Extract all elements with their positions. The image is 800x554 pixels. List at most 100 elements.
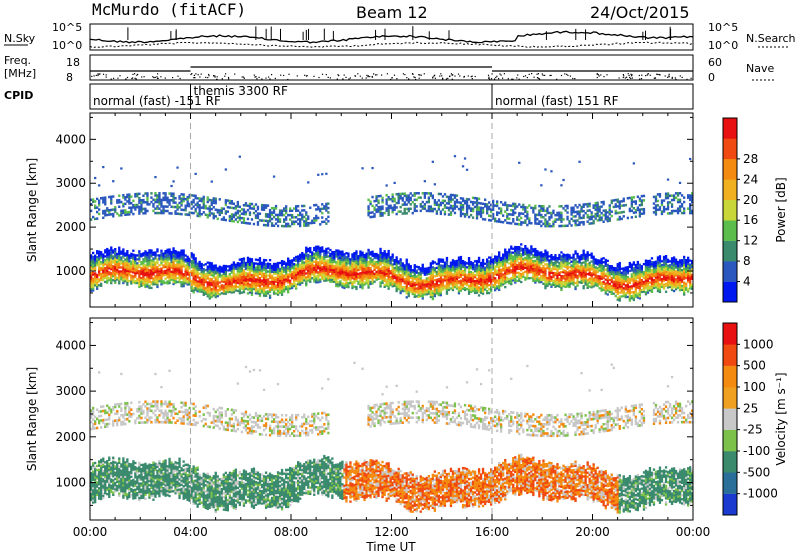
nave-dot (313, 75, 315, 77)
heatmap-cell (540, 253, 543, 256)
heatmap-cell (299, 220, 302, 223)
heatmap-cell (250, 266, 254, 269)
heatmap-cell (381, 254, 384, 257)
heatmap-cell (230, 283, 234, 286)
heatmap-cell (178, 201, 181, 205)
heatmap-cell (506, 212, 509, 216)
heatmap-cell (126, 265, 129, 269)
heatmap-cell (357, 280, 360, 283)
heatmap-cell (136, 266, 139, 269)
heatmap-cell (518, 267, 521, 270)
heatmap-cell (208, 205, 211, 208)
heatmap-cell (226, 199, 230, 202)
heatmap-cell (264, 286, 268, 290)
heatmap-cell (443, 285, 447, 288)
heatmap-cell (538, 259, 541, 262)
heatmap-cell (274, 284, 278, 287)
heatmap-cell (138, 270, 141, 273)
heatmap-cell (449, 265, 453, 268)
heatmap-cell (236, 275, 240, 279)
heatmap-cell (234, 283, 238, 286)
heatmap-cell (504, 278, 507, 281)
heatmap-cell (459, 208, 463, 211)
heatmap-cell (488, 274, 491, 277)
heatmap-cell (492, 285, 495, 289)
heatmap-cell (184, 282, 187, 285)
heatmap-cell (317, 257, 320, 260)
heatmap-cell (411, 288, 414, 292)
heatmap-cell (228, 199, 232, 203)
heatmap-cell (285, 264, 288, 267)
heatmap-cell (266, 215, 270, 218)
heatmap-cell (443, 261, 447, 264)
heatmap-cell (415, 209, 418, 213)
heatmap-cell (441, 280, 445, 283)
heatmap-cell (494, 277, 497, 280)
heatmap-cell (230, 206, 234, 210)
heatmap-cell (465, 280, 469, 283)
heatmap-cell (256, 274, 260, 277)
heatmap-cell (361, 261, 364, 264)
heatmap-cell (477, 268, 481, 271)
heatmap-cell (268, 265, 272, 268)
heatmap-cell (431, 276, 435, 279)
heatmap-cell (148, 276, 151, 280)
heatmap-cell (220, 284, 224, 287)
heatmap-cell (194, 282, 197, 286)
heatmap-cell (449, 211, 453, 214)
heatmap-cell (266, 282, 270, 285)
heatmap-cell (230, 281, 234, 284)
heatmap-cell (433, 183, 437, 186)
heatmap-cell (250, 281, 254, 285)
heatmap-cell (116, 201, 119, 204)
heatmap-cell (192, 277, 195, 280)
heatmap-cell (548, 265, 551, 268)
heatmap-cell (188, 257, 191, 260)
nave-dot (622, 76, 624, 79)
heatmap-cell (216, 281, 219, 284)
heatmap-cell (160, 283, 163, 286)
heatmap-cell (467, 264, 471, 268)
heatmap-cell (488, 276, 491, 279)
heatmap-cell (475, 265, 479, 269)
nave-dot (258, 76, 260, 78)
heatmap-cell (248, 202, 252, 206)
heatmap-cell (407, 292, 410, 296)
heatmap-cell (508, 258, 511, 261)
heatmap-cell (283, 280, 286, 283)
heatmap-cell (475, 203, 479, 207)
heatmap-cell (208, 209, 211, 213)
heatmap-cell (353, 255, 356, 259)
heatmap-cell (156, 277, 159, 281)
heatmap-cell (291, 271, 294, 274)
nave-dot (459, 75, 461, 77)
heatmap-cell (200, 264, 203, 268)
heatmap-cell (441, 288, 445, 291)
heatmap-cell (506, 257, 509, 260)
heatmap-cell (208, 287, 211, 290)
heatmap-cell (297, 271, 300, 274)
heatmap-cell (409, 276, 412, 280)
heatmap-cell (301, 213, 304, 217)
heatmap-cell (214, 284, 217, 287)
heatmap-cell (486, 284, 489, 287)
heatmap-cell (323, 257, 326, 260)
heatmap-cell (301, 263, 304, 267)
heatmap-cell (126, 261, 129, 265)
heatmap-cell (409, 282, 412, 285)
heatmap-cell (250, 218, 254, 221)
heatmap-cell (343, 284, 346, 288)
heatmap-cell (333, 266, 336, 270)
heatmap-cell (222, 207, 226, 210)
heatmap-cell (486, 209, 489, 213)
heatmap-cell (160, 259, 163, 262)
heatmap-cell (473, 289, 477, 293)
heatmap-cell (132, 199, 135, 203)
heatmap-cell (301, 252, 304, 255)
heatmap-cell (232, 206, 236, 210)
heatmap-cell (389, 280, 392, 283)
heatmap-cell (492, 264, 495, 267)
heatmap-cell (202, 195, 205, 199)
heatmap-cell (198, 212, 201, 216)
heatmap-cell (226, 275, 230, 278)
